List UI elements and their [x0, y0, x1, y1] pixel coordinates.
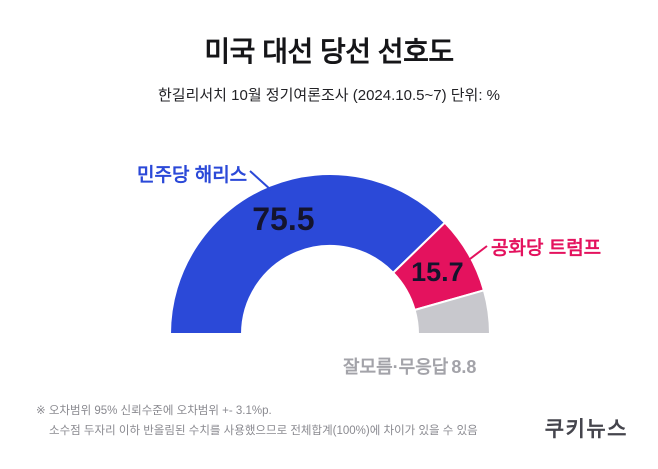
footnote-line-2: 소수점 두자리 이하 반올림된 수치를 사용했으므로 전체합계(100%)에 차… [49, 424, 478, 437]
callout-harris: 민주당 해리스 [137, 160, 247, 187]
callout-line-harris [249, 170, 272, 191]
donut-svg: 75.5 15.7 [168, 170, 492, 335]
callout-unknown-label: 잘모름·무응답 [343, 357, 449, 377]
callout-line-trump [465, 245, 488, 263]
callout-unknown: 잘모름·무응답 8.8 [343, 353, 476, 379]
callout-harris-label: 민주당 해리스 [137, 165, 248, 186]
segment-value-1: 15.7 [411, 257, 464, 287]
kukinews-logo: 쿠키뉴스 [544, 418, 628, 441]
segment-value-0: 75.5 [252, 201, 314, 237]
footnote-line-1: ※ 오차범위 95% 신뢰수준에 오차범위 +- 3.1%p. [36, 405, 272, 417]
callout-trump-label: 공화당 트럼프 [491, 238, 602, 259]
callout-trump: 공화당 트럼프 [491, 233, 601, 260]
chart-subtitle: 한길리서치 10월 정기여론조사 (2024.10.5~7) 단위: % [157, 87, 501, 104]
donut-segment-2 [413, 289, 492, 335]
half-donut-chart: 75.5 15.7 [130, 140, 530, 352]
header: 미국 대선 당선 선호도 한길리서치 10월 정기여론조사 (2024.10.5… [0, 30, 658, 105]
chart-title: 미국 대선 당선 선호도 [204, 36, 454, 67]
donut-segment-0 [168, 173, 447, 335]
callout-unknown-value: 8.8 [451, 357, 477, 377]
footnote: ※ 오차범위 95% 신뢰수준에 오차범위 +- 3.1%p. 소수점 두자리 … [36, 402, 478, 441]
